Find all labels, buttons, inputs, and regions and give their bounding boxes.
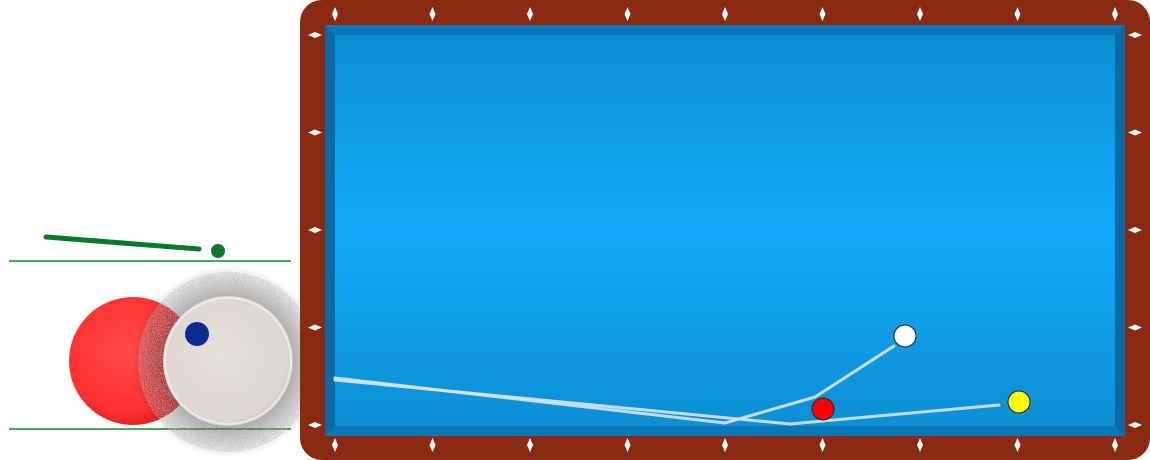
rail-diamond-right (1128, 227, 1142, 233)
rail-diamond-top (332, 7, 338, 21)
rail-diamond-left (308, 227, 322, 233)
rail-diamond-bottom (917, 438, 923, 452)
cue-ball-rim (164, 297, 292, 425)
rail-diamond-bottom (527, 438, 533, 452)
billiard-table[interactable] (300, 0, 1150, 460)
rail-diamond-right (1128, 324, 1142, 331)
rail-diamond-top (624, 7, 631, 21)
cue-ball-preview[interactable] (163, 296, 293, 426)
cushion-bottom (325, 426, 1125, 436)
rail-diamond-bottom (429, 438, 436, 452)
rail-diamond-top (527, 7, 533, 21)
rail-diamond-bottom (1014, 438, 1021, 452)
rail-diamond-bottom (722, 438, 728, 452)
shot-path-line (333, 344, 896, 425)
rail-diamond-left (308, 32, 322, 38)
cue-stick-icon[interactable] (43, 234, 202, 252)
rail-diamond-left (308, 324, 322, 331)
shot-path-line-2 (333, 378, 1001, 426)
rail-diamond-bottom (624, 438, 631, 452)
cushion-left (325, 25, 335, 436)
cue-control-panel[interactable] (0, 0, 300, 460)
rail-diamonds (308, 7, 1142, 452)
rail-diamond-top (429, 7, 436, 21)
rail-diamond-top (722, 7, 728, 21)
spin-dot-icon[interactable] (185, 322, 209, 346)
table-felt[interactable] (335, 35, 1115, 426)
rail-diamond-top (1014, 7, 1021, 21)
cushion-top (325, 25, 1125, 35)
cushion-right (1115, 25, 1125, 436)
red-ball[interactable] (811, 397, 835, 421)
aim-dot-icon[interactable] (211, 244, 225, 258)
rail-diamond-bottom (1112, 438, 1118, 452)
rail-diamond-top (917, 7, 923, 21)
rail-diamond-right (1128, 129, 1142, 136)
rail-diamond-right (1128, 422, 1142, 428)
white-ball[interactable] (893, 324, 917, 348)
rail-diamond-bottom (819, 438, 826, 452)
rail-diamond-left (308, 422, 322, 428)
rail-diamond-right (1128, 32, 1142, 38)
rail-diamond-bottom (332, 438, 338, 452)
rail-diamond-top (1112, 7, 1118, 21)
rail-diamond-top (819, 7, 826, 21)
rail-diamond-left (308, 129, 322, 136)
yellow-ball[interactable] (1007, 390, 1031, 414)
